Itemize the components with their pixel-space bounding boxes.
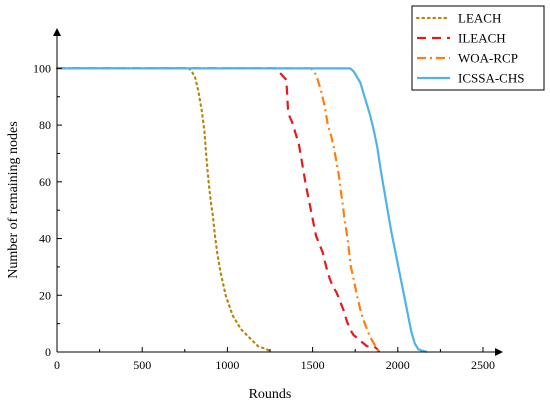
y-tick-label: 20	[39, 288, 51, 302]
legend-label: ILEACH	[458, 31, 506, 46]
x-tick-label: 2000	[386, 358, 410, 372]
series-layer	[55, 67, 428, 354]
x-tick-label: 1000	[215, 358, 239, 372]
y-axis-label: Number of remaining nodes	[6, 121, 21, 278]
legend-label: WOA-RCP	[458, 51, 518, 66]
y-tick-label: 60	[39, 175, 51, 189]
series-line-icssa-chs	[57, 67, 428, 354]
series-line-woa-rcp	[57, 67, 381, 353]
series-line-leach	[55, 67, 273, 354]
axes-layer: 0 500 1000 1500 2000 2500 0 20 40 60 80 100	[33, 28, 503, 372]
x-tick-label: 0	[54, 358, 60, 372]
x-axis-arrow-icon	[495, 348, 503, 356]
legend-label: ICSSA-CHS	[458, 71, 524, 86]
legend: LEACH ILEACH WOA-RCP ICSSA-CHS	[411, 5, 545, 91]
y-tick-label: 0	[45, 345, 51, 359]
y-tick-label: 80	[39, 118, 51, 132]
y-axis-arrow-icon	[53, 28, 61, 36]
y-tick-label: 40	[39, 232, 51, 246]
x-axis-label: Rounds	[249, 387, 292, 402]
legend-label: LEACH	[458, 11, 501, 26]
x-tick-label: 500	[133, 358, 151, 372]
legend-box	[411, 5, 545, 91]
y-tick-label: 100	[33, 61, 51, 75]
series-line-ileach	[57, 67, 381, 353]
x-tick-label: 1500	[301, 358, 325, 372]
x-tick-label: 2500	[471, 358, 495, 372]
